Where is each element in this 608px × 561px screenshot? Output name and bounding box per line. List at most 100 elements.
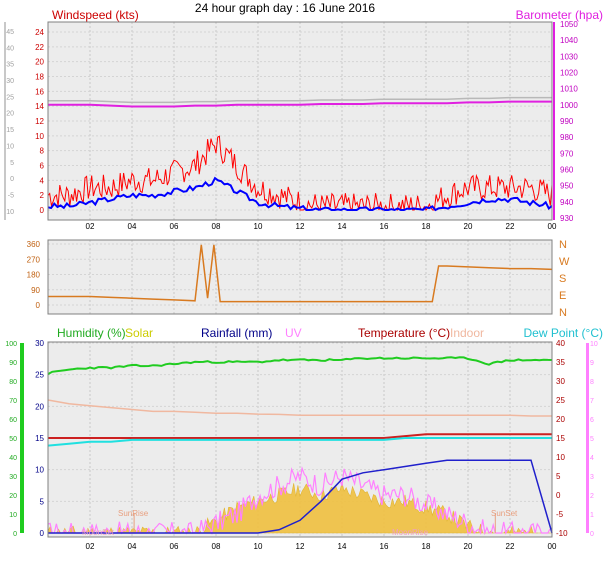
direction-tick-label: 0 (36, 301, 41, 310)
uv-tick-label: 1 (590, 512, 594, 519)
baro-tick-label: 1050 (560, 20, 578, 29)
outer-tick-label: 10 (6, 143, 14, 150)
x-tick-label-top: 04 (128, 222, 137, 231)
x-tick-label-bottom: 06 (170, 542, 179, 551)
uv-tick-label: 7 (590, 398, 594, 405)
outer-tick-label: 35 (6, 62, 14, 69)
x-tick-label-top: 12 (296, 222, 305, 231)
humidity-tick-label: 50 (9, 436, 17, 443)
outer-tick-label: 15 (6, 127, 14, 134)
temperature-tick-label: 25 (556, 396, 565, 405)
direction-tick-label: 90 (31, 286, 40, 295)
wind-tick-label: 16 (35, 87, 44, 96)
outer-tick-label: 40 (6, 45, 14, 52)
baro-tick-label: 930 (560, 214, 574, 223)
rainfall-label: Rainfall (mm) (201, 326, 272, 340)
wind-direction-line (48, 244, 553, 303)
solar-label: Solar (125, 326, 153, 340)
panel-wind-frame (47, 21, 553, 221)
uv-tick-label: 4 (590, 455, 594, 462)
x-tick-label-top: 20 (464, 222, 473, 231)
x-tick-label-top: 06 (170, 222, 179, 231)
temperature-tick-label: -5 (556, 510, 564, 519)
x-tick-label-bottom: 16 (380, 542, 389, 551)
wind-tick-label: 12 (35, 117, 44, 126)
x-tick-label-top: 14 (338, 222, 347, 231)
moonrise-annotation: MoonRise (392, 528, 429, 537)
temperature-tick-label: 5 (556, 472, 561, 481)
x-tick-label-bottom: 20 (464, 542, 473, 551)
panel-humidity-frame (47, 341, 553, 538)
barometer-line (48, 100, 552, 108)
direction-tick-label: 360 (27, 240, 41, 249)
uv-tick-label: 2 (590, 493, 594, 500)
indoor-label: Indoor (450, 326, 484, 340)
baro-tick-label: 1010 (560, 85, 578, 94)
x-tick-label-bottom: 02 (86, 542, 95, 551)
barometer-label: Barometer (hpa) (516, 8, 603, 22)
outer-tick-label: 5 (10, 160, 14, 167)
panel-direction-frame (47, 239, 553, 315)
temperature-label: Temperature (°C) (358, 326, 450, 340)
humidity-tick-label: 20 (9, 493, 17, 500)
wind-tick-label: 18 (35, 73, 44, 82)
wind-tick-label: 4 (40, 176, 45, 185)
x-tick-label-top: 10 (254, 222, 263, 231)
x-tick-label-top: 18 (422, 222, 431, 231)
humidity-tick-label: 80 (9, 379, 17, 386)
baro-tick-label: 1030 (560, 52, 578, 61)
humidity-line (47, 356, 553, 375)
sunrise-annotation: SunRise (118, 509, 149, 518)
baro-tick-label: 970 (560, 149, 574, 158)
rain-tick-label: 0 (40, 529, 45, 538)
x-tick-label-bottom: 12 (296, 542, 305, 551)
humidity-tick-label: 0 (13, 531, 17, 538)
rainfall-line (48, 459, 553, 534)
baro-tick-label: 1020 (560, 69, 578, 78)
temperature-tick-label: 40 (556, 339, 565, 348)
uv-label: UV (285, 326, 302, 340)
uv-tick-label: 5 (590, 436, 594, 443)
dewpoint-line (47, 437, 552, 447)
dewpoint-label: Dew Point (°C) (524, 326, 603, 340)
outer-tick-label: 30 (6, 78, 14, 85)
rain-tick-label: 5 (40, 497, 45, 506)
outer-tick-label: 0 (10, 176, 14, 183)
rain-tick-label: 25 (35, 371, 44, 380)
x-tick-label-top: 00 (548, 222, 557, 231)
outer-tick-label: 25 (6, 94, 14, 101)
baro-tick-label: 980 (560, 133, 574, 142)
temperature-tick-label: 0 (556, 491, 561, 500)
uv-tick-label: 8 (590, 379, 594, 386)
outer-tick-label: 45 (6, 29, 14, 36)
rain-tick-label: 20 (35, 402, 44, 411)
wind-average-line (47, 176, 553, 212)
x-tick-label-bottom: 04 (128, 542, 137, 551)
compass-label: E (559, 290, 566, 302)
temperature-tick-label: 35 (556, 358, 565, 367)
humidity-axis-bar (20, 343, 24, 533)
rain-tick-label: 30 (35, 339, 44, 348)
humidity-label: Humidity (%) (57, 326, 126, 340)
wind-tick-label: 14 (35, 102, 44, 111)
temperature-tick-label: -10 (556, 529, 568, 538)
sunset-annotation: SunSet (491, 509, 518, 518)
wind-tick-label: 24 (35, 28, 44, 37)
baro-tick-label: 940 (560, 198, 574, 207)
temperature-line (48, 433, 552, 439)
compass-label: N (559, 307, 567, 319)
x-tick-label-bottom: 00 (548, 542, 557, 551)
temperature-tick-label: 20 (556, 415, 565, 424)
baro-tick-label: 960 (560, 166, 574, 175)
uv-tick-label: 6 (590, 417, 594, 424)
direction-tick-label: 180 (27, 271, 41, 280)
outer-tick-label: -5 (8, 192, 14, 199)
humidity-tick-label: 90 (9, 360, 17, 367)
windspeed-label: Windspeed (kts) (52, 8, 139, 22)
outer-tick-label: 20 (6, 111, 14, 118)
moonset-annotation: MoonSet (82, 528, 115, 537)
baro-tick-label: 950 (560, 182, 574, 191)
temperature-tick-label: 30 (556, 377, 565, 386)
wind-tick-label: 22 (35, 43, 44, 52)
baro-tick-label: 1000 (560, 101, 578, 110)
